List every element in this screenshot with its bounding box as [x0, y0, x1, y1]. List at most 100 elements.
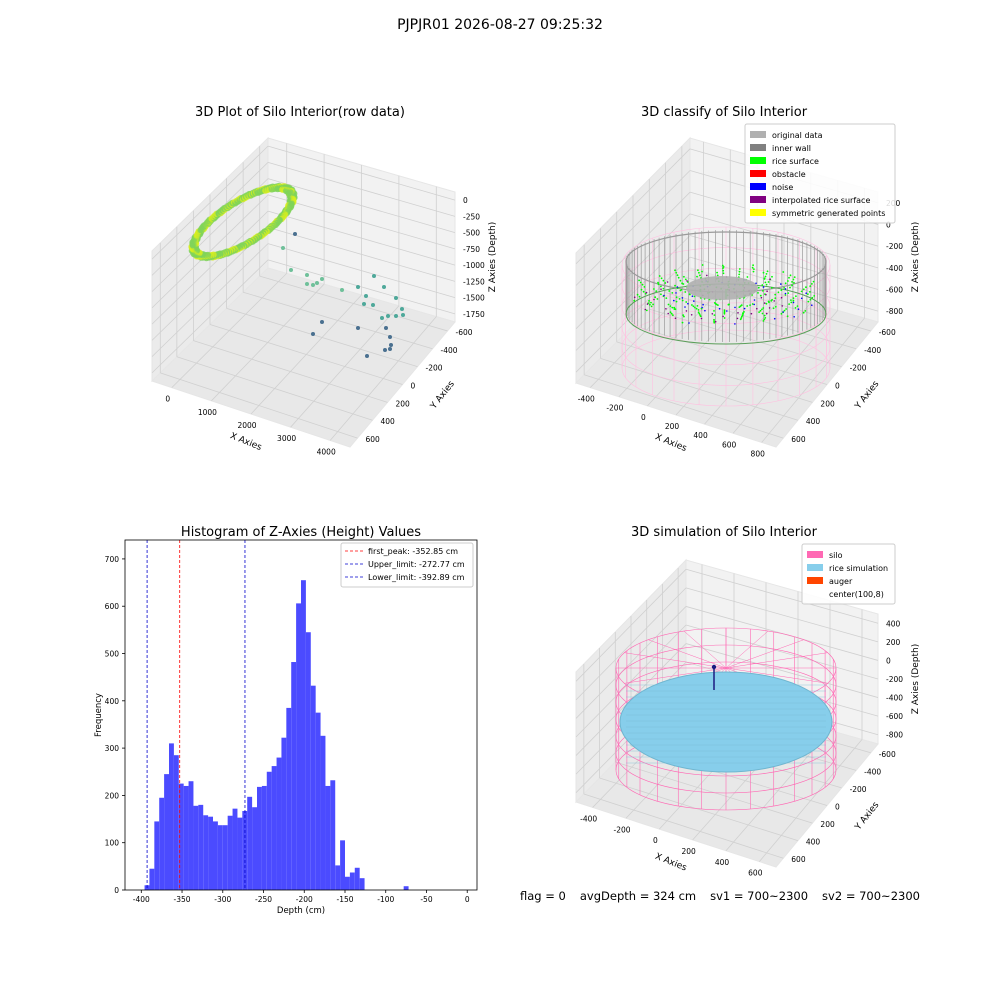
rice-surface-point: [771, 275, 773, 278]
x-tick-label: 400: [715, 858, 730, 867]
noise-point: [718, 307, 721, 310]
grid-line: [575, 213, 691, 330]
chart-title: 3D simulation of Silo Interior: [631, 525, 818, 540]
rice-surface-point: [677, 276, 680, 279]
histogram-bar: [330, 780, 336, 890]
y-tick-label: 400: [381, 417, 396, 426]
noise-point: [686, 280, 688, 282]
rice-surface-point: [774, 297, 777, 299]
rice-surface-point: [694, 306, 696, 309]
data-point: [384, 326, 388, 330]
legend-swatch: [750, 183, 766, 190]
data-point: [320, 320, 324, 324]
rice-surface-point: [807, 300, 810, 303]
data-point: [400, 307, 404, 311]
rice-surface-point: [671, 292, 674, 294]
x-tick-label: 1000: [198, 408, 217, 417]
noise-point: [633, 296, 636, 299]
silo-roof-wire: [624, 667, 727, 684]
rice-surface-point: [696, 305, 699, 307]
noise-point: [726, 310, 728, 312]
rice-surface-point: [804, 310, 807, 312]
histogram-bar: [296, 603, 301, 890]
z-tick-label: 0: [886, 221, 891, 230]
grid-line: [584, 374, 784, 439]
z-tick-label: 200: [886, 638, 901, 647]
histogram-bar: [247, 796, 253, 890]
rice-surface-point: [699, 314, 701, 316]
histogram-bar: [286, 707, 292, 890]
y-tick-label: 300: [105, 744, 120, 753]
grid-line: [160, 372, 358, 439]
rice-surface-point: [675, 300, 678, 303]
noise-point: [681, 297, 684, 299]
x-axis-label: Depth (cm): [277, 906, 325, 916]
noise-point: [792, 301, 795, 304]
legend-swatch: [807, 551, 823, 558]
noise-point: [688, 322, 690, 324]
z-tick-label: 0: [463, 196, 468, 205]
z-tick-label: -800: [886, 307, 903, 316]
rice-surface-point: [670, 312, 673, 315]
rice-surface-point: [713, 320, 715, 323]
z-tick-label: -800: [886, 731, 903, 740]
rice-surface-point: [792, 278, 795, 281]
legend-label: first_peak: -352.85 cm: [368, 547, 458, 556]
z-tick-label: -600: [886, 712, 903, 721]
data-point: [380, 316, 384, 320]
histogram-bar: [281, 737, 287, 890]
rice-surface-point: [713, 321, 716, 324]
grid-line: [267, 194, 456, 250]
noise-point: [773, 300, 775, 302]
data-point: [305, 273, 309, 277]
silo-roof-wire: [683, 630, 727, 669]
rice-surface-point: [771, 298, 773, 301]
rice-surface-point: [765, 283, 768, 286]
silo-ring: [621, 226, 831, 304]
noise-point: [797, 308, 800, 311]
silo-ring: [621, 309, 831, 386]
histogram-bar: [154, 821, 160, 890]
rice-surface-point: [633, 299, 636, 302]
data-point: [311, 332, 315, 336]
original-data-heap: [686, 276, 758, 300]
y-tick-label: -400: [441, 346, 458, 355]
grid-line: [689, 213, 879, 269]
grid-line: [575, 587, 687, 701]
histogram-bar: [301, 580, 306, 890]
rice-surface-point: [654, 296, 657, 299]
rice-surface-point: [739, 305, 742, 308]
noise-point: [734, 323, 736, 325]
rice-surface-point: [660, 293, 662, 296]
histogram-bar: [261, 785, 267, 890]
rice-surface-point: [761, 312, 764, 315]
histogram-bar: [310, 685, 316, 890]
legend: [340, 542, 474, 588]
data-point: [372, 274, 376, 278]
rice-surface-point: [713, 310, 715, 312]
avg-depth-text: avgDepth = 324 cm: [579, 889, 697, 903]
rice-surface-point: [675, 271, 678, 274]
rice-surface-point: [784, 294, 787, 296]
histogram-bar: [291, 662, 297, 890]
histogram-bar: [222, 825, 228, 890]
data-point: [394, 314, 398, 318]
center-marker: [711, 664, 717, 670]
legend-swatch: [750, 144, 766, 151]
histogram-bar: [178, 783, 184, 890]
noise-point: [762, 286, 765, 288]
x-tick-label: -150: [336, 895, 353, 904]
rice-surface-point: [764, 317, 767, 319]
rice-surface-point: [713, 318, 715, 321]
rice-surface-point: [761, 308, 763, 311]
chart-title: 3D classify of Silo Interior: [641, 105, 808, 120]
noise-point: [781, 305, 783, 307]
noise-point: [685, 310, 688, 312]
grid-line: [632, 325, 828, 385]
rice-surface-point: [762, 271, 765, 274]
rice-surface-point: [653, 288, 655, 290]
noise-point: [691, 295, 694, 298]
histogram-bar: [359, 878, 365, 890]
data-point: [293, 232, 297, 236]
rice-surface-point: [791, 284, 793, 287]
